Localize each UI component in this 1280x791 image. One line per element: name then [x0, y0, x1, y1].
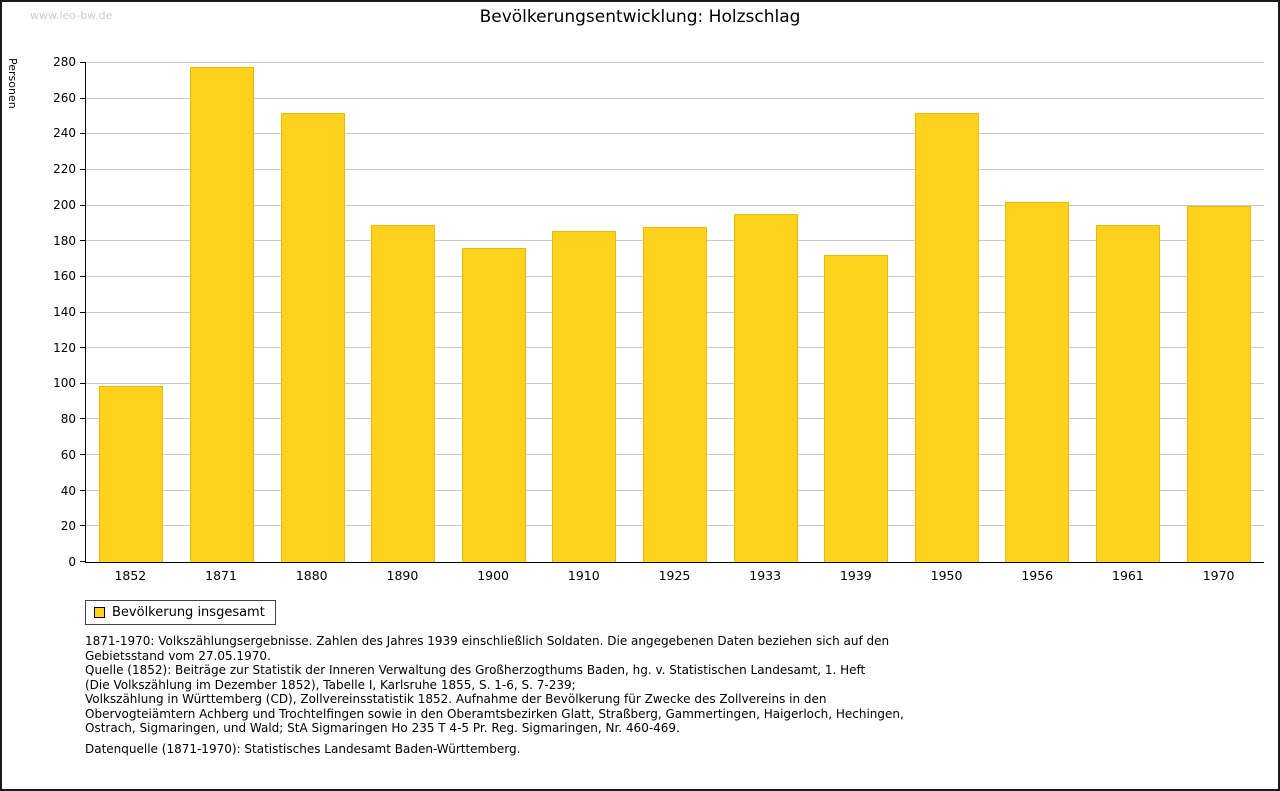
- gridline: [86, 133, 1264, 135]
- y-tick-mark: [80, 382, 86, 384]
- y-tick-label: 100: [53, 376, 76, 391]
- y-tick-mark: [80, 62, 86, 63]
- y-tick-label: 160: [53, 269, 76, 284]
- y-tick-label: 120: [53, 340, 76, 355]
- datasource-line: Datenquelle (1871-1970): Statistisches L…: [85, 742, 521, 756]
- y-tick-mark: [80, 97, 86, 99]
- y-tick-mark: [80, 347, 86, 349]
- footnote-line: Quelle (1852): Beiträge zur Statistik de…: [85, 663, 866, 677]
- y-tick-mark: [80, 561, 86, 562]
- y-tick-label: 280: [53, 55, 76, 69]
- footnote-line: Obervogteiämtern Achberg und Trochtelfin…: [85, 706, 904, 721]
- y-tick-mark: [80, 204, 86, 206]
- y-tick-mark: [80, 489, 86, 491]
- bar-1950: [914, 112, 979, 562]
- bars-row: [86, 63, 1264, 562]
- bar-slot: [720, 63, 811, 562]
- footnote-line: Gebietsstand vom 27.05.1970.: [85, 648, 271, 663]
- bar-1970: [1186, 205, 1251, 562]
- bar-slot: [267, 63, 358, 562]
- legend-label: Bevölkerung insgesamt: [112, 605, 265, 620]
- bar-1880: [280, 112, 345, 562]
- y-tick-mark: [80, 525, 86, 527]
- x-tick-label: 1852: [114, 568, 147, 583]
- y-tick-label: 0: [68, 555, 76, 569]
- y-tick-mark: [80, 133, 86, 135]
- bar-slot: [539, 63, 630, 562]
- bar-slot: [358, 63, 449, 562]
- page-title: Bevölkerungsentwicklung: Holzschlag: [479, 7, 801, 27]
- bar-slot: [86, 63, 177, 562]
- x-tick-label: 1933: [749, 568, 782, 583]
- x-tick-label: 1890: [386, 568, 419, 583]
- x-tick-label: 1956: [1021, 568, 1054, 583]
- gridline: [86, 168, 1264, 170]
- x-tick-label: 1939: [839, 568, 872, 583]
- x-tick-label: 1910: [567, 568, 600, 583]
- y-axis-title: Personen: [6, 58, 19, 109]
- y-axis-labels: 0 20 40 60 80 100 120 140 160 180 200 220 240 260 280: [2, 56, 76, 569]
- y-tick-mark: [80, 168, 86, 170]
- y-tick-label: 180: [53, 233, 76, 248]
- gridline: [86, 97, 1264, 99]
- bar-1890: [371, 225, 436, 562]
- y-tick-mark: [80, 311, 86, 313]
- bar-1925: [642, 226, 707, 562]
- y-tick-label: 200: [53, 197, 76, 212]
- y-tick-label: 260: [53, 90, 76, 105]
- x-tick-label: 1880: [295, 568, 328, 583]
- gridline: [86, 62, 1264, 63]
- y-tick-label: 220: [53, 162, 76, 177]
- x-axis-labels: 1852 1871 1880 1890 1900 1910 1925 1933 1939 1950…: [85, 568, 1264, 583]
- bar-1910: [552, 230, 617, 562]
- bar-1852: [99, 385, 164, 562]
- footnotes: 1871-1970: Volkszählungsergebnisse. Zahl…: [85, 634, 904, 736]
- x-tick-label: 1925: [658, 568, 691, 583]
- footnote-line: Volkszählung in Württemberg (CD), Zollve…: [85, 692, 827, 706]
- bar-slot: [177, 63, 268, 562]
- footnote-line: Ostrach, Sigmaringen, und Wald; StA Sigm…: [85, 721, 680, 735]
- bar-1900: [461, 248, 526, 562]
- bar-1961: [1096, 225, 1160, 562]
- legend: Bevölkerung insgesamt: [85, 600, 276, 625]
- y-tick-label: 20: [60, 519, 76, 534]
- x-tick-label: 1950: [930, 568, 963, 583]
- y-tick-label: 40: [60, 483, 76, 498]
- plot-area: [80, 62, 1264, 563]
- bar-slot: [811, 63, 902, 562]
- bar-1871: [189, 66, 254, 562]
- y-tick-mark: [80, 275, 86, 277]
- legend-swatch-icon: [94, 607, 105, 618]
- bar-slot: [448, 63, 539, 562]
- x-tick-label: 1961: [1112, 568, 1144, 583]
- watermark: www.leo-bw.de: [30, 9, 113, 22]
- bar-slot: [1173, 63, 1264, 562]
- y-tick-mark: [80, 418, 86, 420]
- bar-1939: [824, 255, 889, 562]
- y-tick-mark: [80, 454, 86, 456]
- bar-1956: [1005, 202, 1070, 562]
- bar-1933: [733, 214, 798, 562]
- y-tick-label: 80: [60, 412, 76, 427]
- y-tick-label: 140: [53, 305, 76, 319]
- x-tick-label: 1900: [477, 568, 509, 583]
- x-tick-label: 1871: [205, 568, 237, 583]
- gridline: [86, 204, 1264, 206]
- x-tick-label: 1970: [1202, 568, 1235, 583]
- bar-slot: [992, 63, 1083, 562]
- footnote-line: 1871-1970: Volkszählungsergebnisse. Zahl…: [85, 634, 890, 648]
- y-tick-label: 60: [60, 447, 76, 462]
- bar-slot: [630, 63, 721, 562]
- bar-slot: [1083, 63, 1174, 562]
- bar-slot: [901, 63, 992, 562]
- footnote-line: (Die Volkszählung im Dezember 1852), Tab…: [85, 677, 576, 692]
- y-tick-label: 240: [53, 126, 76, 141]
- y-tick-mark: [80, 240, 86, 242]
